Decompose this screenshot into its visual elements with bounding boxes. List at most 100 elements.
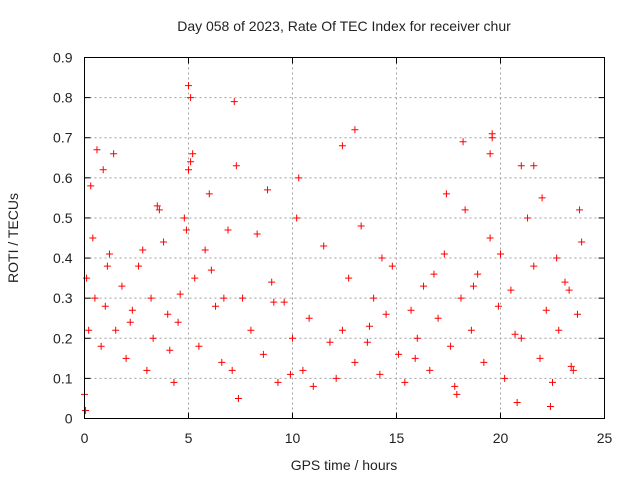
axis-ticks bbox=[84, 57, 605, 419]
data-point bbox=[376, 370, 384, 378]
data-point bbox=[453, 390, 461, 398]
data-point bbox=[451, 382, 459, 390]
data-point bbox=[112, 326, 120, 334]
data-point bbox=[182, 226, 190, 234]
data-point bbox=[207, 266, 215, 274]
data-point bbox=[447, 342, 455, 350]
data-point bbox=[286, 370, 294, 378]
data-point bbox=[180, 214, 188, 222]
data-point bbox=[357, 222, 365, 230]
data-point bbox=[280, 298, 288, 306]
data-point bbox=[382, 310, 390, 318]
data-point bbox=[501, 374, 509, 382]
data-point bbox=[101, 302, 109, 310]
x-tick-label: 5 bbox=[185, 430, 193, 446]
data-point bbox=[320, 242, 328, 250]
data-point bbox=[89, 234, 97, 242]
data-point bbox=[440, 250, 448, 258]
data-point bbox=[147, 294, 155, 302]
data-point bbox=[401, 378, 409, 386]
data-point bbox=[469, 282, 477, 290]
data-point bbox=[174, 318, 182, 326]
data-point bbox=[576, 206, 584, 214]
x-tick-label: 20 bbox=[493, 430, 509, 446]
data-point bbox=[459, 138, 467, 146]
data-point bbox=[546, 402, 554, 410]
data-points bbox=[81, 82, 586, 414]
data-point bbox=[299, 366, 307, 374]
data-point bbox=[345, 274, 353, 282]
y-axis-title: ROTI / TECUs bbox=[5, 193, 21, 283]
data-point bbox=[497, 250, 504, 258]
y-tick-label: 0.1 bbox=[53, 370, 73, 386]
data-point bbox=[365, 322, 373, 330]
data-point bbox=[486, 234, 494, 242]
data-point bbox=[97, 342, 105, 350]
data-point bbox=[467, 326, 475, 334]
x-axis-title: GPS time / hours bbox=[291, 457, 398, 473]
y-tick-label: 0.2 bbox=[53, 330, 73, 346]
data-point bbox=[326, 338, 334, 346]
data-point bbox=[517, 334, 525, 342]
data-point bbox=[153, 202, 161, 210]
data-point bbox=[461, 206, 469, 214]
y-tick-label: 0.7 bbox=[53, 130, 73, 146]
data-point bbox=[234, 394, 242, 402]
data-point bbox=[293, 214, 301, 222]
y-tick-labels: 0 0.1 0.2 0.3 0.4 0.5 0.6 0.7 0.8 0.9 bbox=[53, 50, 73, 427]
data-point bbox=[573, 310, 581, 318]
plot-frame bbox=[84, 57, 605, 419]
data-point bbox=[494, 302, 502, 310]
data-point bbox=[191, 274, 199, 282]
data-point bbox=[259, 350, 267, 358]
data-point bbox=[338, 326, 346, 334]
data-point bbox=[139, 246, 147, 254]
data-point bbox=[413, 334, 421, 342]
data-point bbox=[264, 186, 272, 194]
data-point bbox=[486, 150, 494, 158]
x-tick-label: 25 bbox=[597, 430, 613, 446]
data-point bbox=[239, 294, 247, 302]
data-point bbox=[85, 326, 93, 334]
y-tick-label: 0 bbox=[65, 411, 73, 427]
data-point bbox=[268, 278, 276, 286]
data-point bbox=[517, 162, 525, 170]
data-point bbox=[524, 214, 532, 222]
data-point bbox=[143, 366, 151, 374]
data-point bbox=[420, 282, 428, 290]
y-tick-label: 0.3 bbox=[53, 290, 73, 306]
data-point bbox=[82, 406, 90, 414]
data-point bbox=[388, 262, 396, 270]
data-point bbox=[549, 378, 556, 386]
data-point bbox=[457, 294, 465, 302]
grid-lines bbox=[84, 57, 605, 419]
data-point bbox=[567, 362, 575, 370]
y-tick-label: 0.5 bbox=[53, 210, 73, 226]
data-point bbox=[407, 306, 415, 314]
data-point bbox=[295, 174, 303, 182]
data-point bbox=[187, 158, 195, 166]
data-point bbox=[126, 318, 134, 326]
data-point bbox=[220, 294, 228, 302]
data-point bbox=[480, 358, 488, 366]
data-point bbox=[513, 398, 521, 406]
data-point bbox=[430, 270, 438, 278]
y-tick-label: 0.6 bbox=[53, 170, 73, 186]
data-point bbox=[253, 230, 261, 238]
data-point bbox=[351, 358, 359, 366]
data-point bbox=[149, 334, 157, 342]
x-tick-label: 15 bbox=[389, 430, 405, 446]
data-point bbox=[507, 286, 515, 294]
data-point bbox=[555, 326, 563, 334]
data-point bbox=[205, 190, 213, 198]
data-point bbox=[185, 82, 192, 90]
data-point bbox=[530, 262, 538, 270]
data-point bbox=[228, 366, 236, 374]
x-tick-label: 0 bbox=[81, 430, 89, 446]
data-point bbox=[110, 150, 118, 158]
y-tick-label: 0.4 bbox=[53, 250, 73, 266]
y-tick-label: 0.8 bbox=[53, 90, 73, 106]
data-point bbox=[511, 330, 519, 338]
data-point bbox=[561, 278, 569, 286]
